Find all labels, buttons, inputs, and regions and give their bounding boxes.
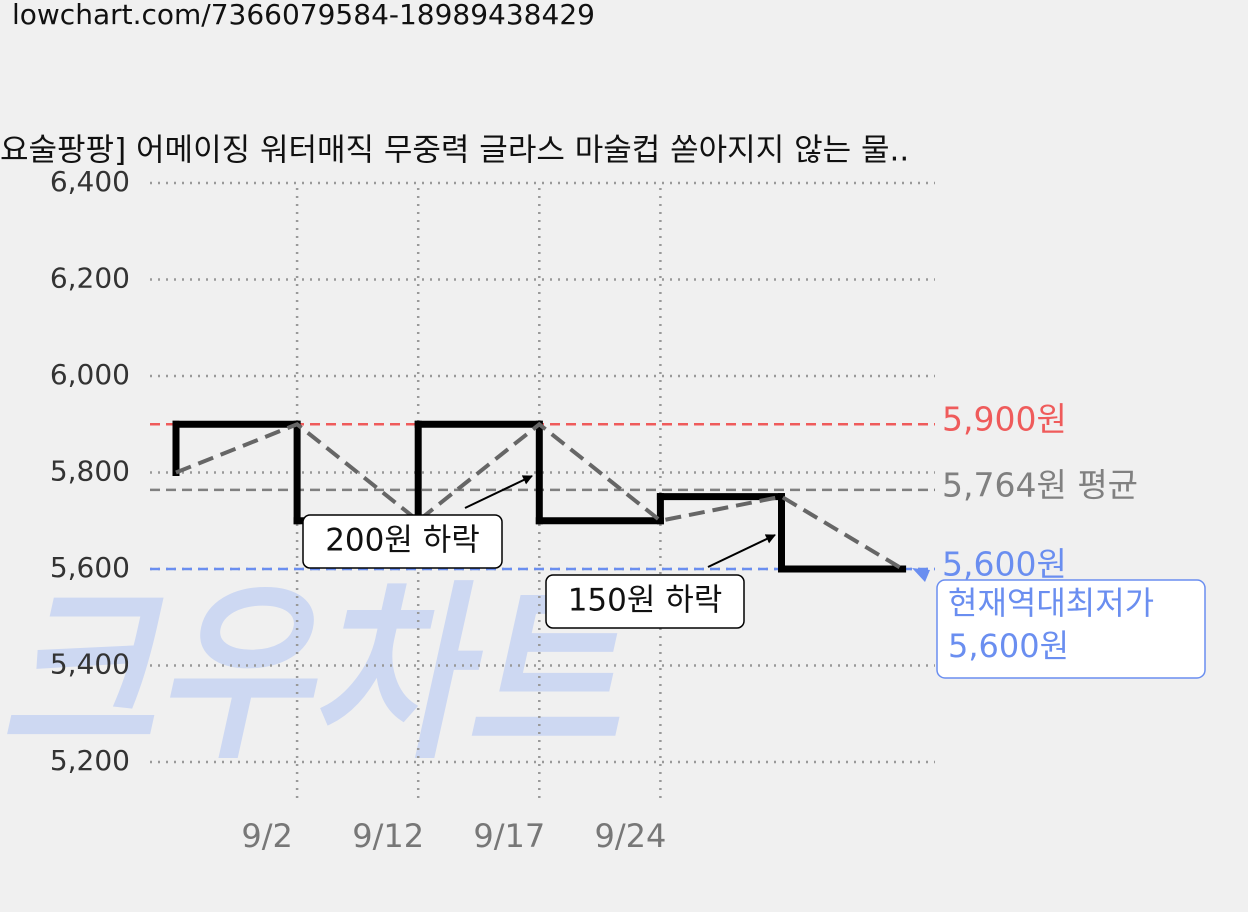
annotation-box	[302, 514, 503, 569]
reference-label: 5,764원 평균	[942, 466, 1138, 505]
x-tick-label: 9/12	[352, 817, 424, 855]
y-tick-label: 6,200	[50, 262, 130, 295]
callout-box	[936, 579, 1206, 679]
annotation-arrow	[464, 475, 533, 509]
y-tick-label: 5,600	[50, 551, 130, 584]
chart-title: 요술팡팡] 어메이징 워터매직 무중력 글라스 마술컵 쏟아지지 않는 물..	[0, 133, 909, 169]
callout-text: 현재역대최저가	[948, 584, 1154, 622]
x-tick-label: 9/17	[473, 817, 545, 855]
y-tick-label: 5,400	[50, 648, 130, 681]
annotation-arrow	[707, 534, 776, 568]
reference-label: 5,900원	[942, 400, 1067, 439]
y-tick-label: 6,400	[50, 165, 130, 198]
reference-label: 5,600원	[942, 545, 1067, 584]
callout-text: 5,600원	[948, 627, 1069, 665]
annotation-text: 150원 하락	[568, 583, 723, 619]
annotation-text: 200원 하락	[325, 523, 480, 559]
y-tick-label: 5,200	[50, 744, 130, 777]
watermark: 크우차트	[0, 564, 630, 785]
trend-line	[175, 421, 904, 571]
y-tick-label: 5,800	[50, 455, 130, 488]
x-tick-label: 9/24	[594, 817, 666, 855]
annotation-box	[545, 574, 745, 629]
url: lowchart.com/7366079584-18989438429	[12, 0, 595, 31]
x-tick-label: 9/2	[241, 817, 293, 855]
y-tick-label: 6,000	[50, 358, 130, 391]
callout-arrow	[912, 568, 930, 582]
